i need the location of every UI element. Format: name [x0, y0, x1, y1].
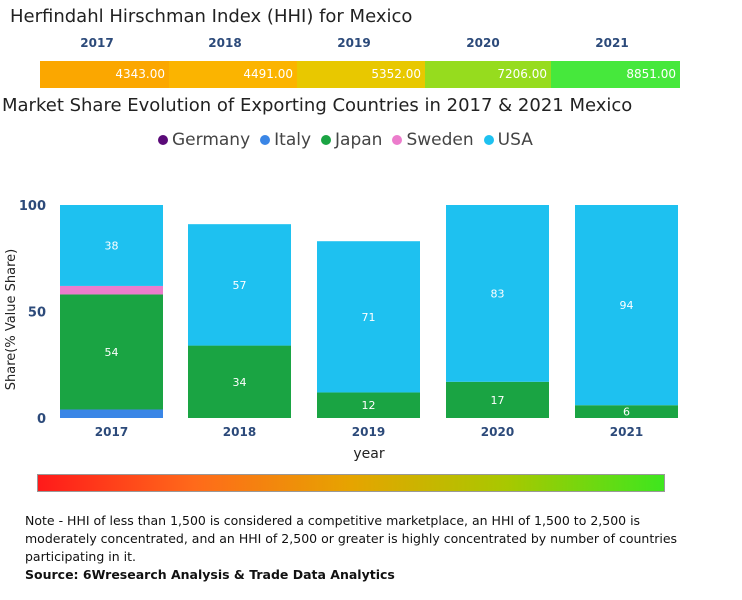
x-tick-label: 2020	[481, 425, 514, 439]
legend-label-usa: USA	[497, 130, 533, 150]
y-tick-label: 100	[19, 199, 46, 214]
legend-swatch-germany	[158, 135, 168, 145]
hhi-year-label: 2018	[208, 36, 242, 50]
data-label-japan-2021: 6	[623, 406, 630, 419]
bar-segment-usa-2018	[188, 224, 291, 346]
bar-segment-japan-2019	[317, 392, 420, 418]
data-label-japan-2020: 17	[491, 394, 505, 407]
bar-segment-usa-2021	[575, 205, 678, 406]
x-tick-label: 2019	[352, 425, 385, 439]
data-label-japan-2018: 34	[233, 376, 247, 389]
legend-swatch-italy	[260, 135, 271, 145]
note-text: Note - HHI of less than 1,500 is conside…	[25, 513, 678, 564]
hhi-segment-2019: 5352.00	[297, 61, 425, 88]
hhi-title: Herfindahl Hirschman Index (HHI) for Mex…	[10, 6, 413, 27]
y-tick-label: 0	[37, 412, 46, 427]
stacked-bar-chart: Share(% Value Share) 0 50 100 54 38 2017 34 57 20…	[4, 199, 678, 462]
bar-segment-japan-2020	[446, 381, 549, 418]
legend-item-japan[interactable]: Japan	[321, 130, 382, 150]
hhi-segment-2021: 8851.00	[551, 61, 680, 88]
chart-title: Market Share Evolution of Exporting Coun…	[2, 95, 633, 116]
legend-swatch-sweden	[392, 135, 403, 145]
bar-segment-japan-2018	[188, 345, 291, 418]
x-tick-label: 2021	[610, 425, 643, 439]
legend-swatch-japan	[321, 135, 332, 145]
legend-item-usa[interactable]: USA	[483, 130, 533, 150]
chart-legend: Germany Italy Japan Sweden USA	[158, 130, 533, 150]
x-axis-label: year	[353, 446, 384, 462]
legend-item-italy[interactable]: Italy	[260, 130, 311, 150]
y-axis-label: Share(% Value Share)	[4, 249, 19, 391]
bar-segment-japan-2021	[575, 405, 678, 418]
legend-label-italy: Italy	[274, 130, 312, 150]
hhi-bar: 4343.00 4491.00 5352.00 7206.00 8851.00	[40, 61, 680, 88]
hhi-segment-2018: 4491.00	[169, 61, 297, 88]
bar-segment-usa-2017	[60, 205, 163, 286]
hhi-year-label: 2020	[466, 36, 500, 50]
bar-segment-japan-2017	[60, 294, 163, 410]
data-label-usa-2019: 71	[362, 311, 376, 324]
data-label-usa-2021: 94	[620, 299, 634, 312]
legend-label-sweden: Sweden	[406, 130, 474, 150]
legend-item-germany[interactable]: Germany	[158, 130, 250, 150]
data-label-usa-2018: 57	[233, 279, 247, 292]
bar-segment-italy-2017	[60, 409, 163, 418]
data-label-japan-2019: 12	[362, 399, 376, 412]
data-label-usa-2017: 38	[105, 239, 119, 252]
data-label-usa-2020: 83	[491, 287, 505, 300]
bar-segment-usa-2020	[446, 205, 549, 382]
legend-label-japan: Japan	[335, 130, 383, 150]
hhi-year-label: 2017	[80, 36, 114, 50]
hhi-year-label: 2019	[337, 36, 371, 50]
hhi-segment-2020: 7206.00	[425, 61, 551, 88]
x-tick-label: 2018	[223, 425, 256, 439]
legend-swatch-usa	[483, 135, 494, 145]
data-label-japan-2017: 54	[105, 346, 119, 359]
x-tick-label: 2017	[95, 425, 128, 439]
legend-label-germany: Germany	[172, 130, 251, 150]
y-tick-label: 50	[28, 306, 46, 321]
bar-segment-sweden-2017	[60, 285, 163, 295]
hhi-year-label: 2021	[595, 36, 629, 50]
hhi-color-scale	[37, 474, 665, 492]
hhi-segment-2017: 4343.00	[40, 61, 169, 88]
source-text: Source: 6Wresearch Analysis & Trade Data…	[25, 567, 395, 582]
bar-segment-usa-2019	[317, 241, 420, 393]
legend-item-sweden[interactable]: Sweden	[392, 130, 474, 150]
